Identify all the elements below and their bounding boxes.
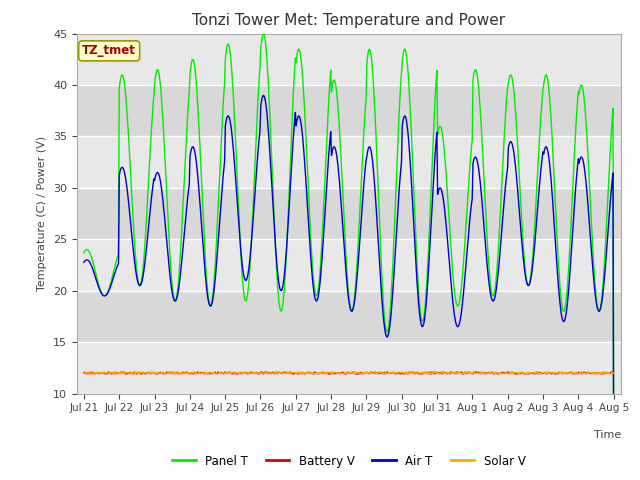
Air T — [226, 117, 234, 122]
Battery V — [80, 371, 88, 376]
Legend: Panel T, Battery V, Air T, Solar V: Panel T, Battery V, Air T, Solar V — [168, 450, 530, 472]
Panel T — [198, 183, 205, 189]
Line: Panel T: Panel T — [84, 34, 614, 480]
Air T — [144, 230, 152, 236]
Line: Battery V: Battery V — [84, 372, 614, 374]
Panel T — [226, 47, 234, 52]
Y-axis label: Temperature (C) / Power (V): Temperature (C) / Power (V) — [37, 136, 47, 291]
Solar V — [415, 370, 422, 376]
Battery V — [226, 369, 234, 375]
Battery V — [471, 369, 479, 375]
Bar — [77, 85, 621, 136]
Panel T — [414, 274, 422, 280]
Bar — [77, 240, 621, 291]
Air T — [80, 259, 88, 265]
Solar V — [326, 369, 334, 375]
Bar — [77, 342, 621, 394]
Bar — [77, 291, 621, 342]
Battery V — [610, 370, 618, 375]
Bar — [77, 136, 621, 188]
Solar V — [80, 370, 88, 375]
Solar V — [144, 370, 152, 375]
Solar V — [610, 370, 618, 376]
Air T — [414, 289, 422, 295]
Bar — [77, 34, 621, 85]
X-axis label: Time: Time — [593, 430, 621, 440]
Solar V — [227, 371, 234, 376]
Battery V — [234, 371, 241, 377]
Battery V — [429, 370, 437, 376]
Line: Solar V: Solar V — [84, 372, 614, 374]
Air T — [429, 182, 437, 188]
Solar V — [90, 370, 97, 376]
Battery V — [144, 370, 152, 376]
Panel T — [144, 190, 152, 195]
Panel T — [429, 136, 437, 142]
Battery V — [414, 369, 422, 375]
Panel T — [260, 31, 268, 36]
Bar — [77, 188, 621, 240]
Panel T — [90, 261, 97, 267]
Battery V — [198, 371, 205, 376]
Panel T — [80, 250, 88, 255]
Battery V — [90, 371, 97, 376]
Solar V — [198, 370, 206, 376]
Air T — [198, 226, 205, 232]
Title: Tonzi Tower Met: Temperature and Power: Tonzi Tower Met: Temperature and Power — [192, 13, 506, 28]
Text: TZ_tmet: TZ_tmet — [82, 44, 136, 58]
Line: Air T: Air T — [84, 96, 614, 480]
Solar V — [154, 371, 162, 377]
Air T — [260, 93, 268, 98]
Solar V — [430, 370, 438, 375]
Air T — [90, 268, 97, 274]
